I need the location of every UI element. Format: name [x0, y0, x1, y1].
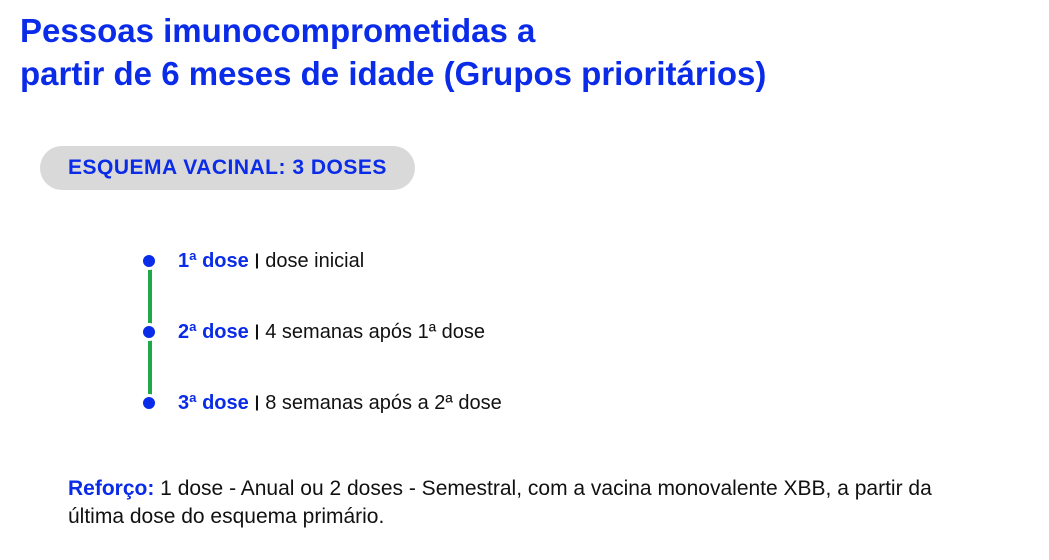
reinforcement-desc: 1 dose - Anual ou 2 doses - Semestral, c…	[68, 477, 932, 528]
reinforcement-text: Reforço: 1 dose - Anual ou 2 doses - Sem…	[68, 475, 968, 532]
reinforcement-label: Reforço:	[68, 477, 154, 500]
dose-dot-icon	[140, 323, 158, 341]
dose-description: 4 semanas após 1ª dose	[265, 321, 485, 344]
dose-dot-icon	[140, 394, 158, 412]
dose-description: dose inicial	[265, 250, 364, 273]
timeline: 1ª dose | dose inicial 2ª dose | 4 semanas ap…	[140, 250, 1029, 415]
dose-row: 2ª dose | 4 semanas após 1ª dose	[140, 321, 1029, 344]
page-title: Pessoas imunocomprometidas a partir de 6…	[20, 10, 1029, 96]
dose-separator: |	[255, 323, 259, 341]
dose-label: 1ª dose	[178, 250, 249, 273]
dose-description: 8 semanas após a 2ª dose	[265, 392, 501, 415]
title-line-1: Pessoas imunocomprometidas a	[20, 12, 535, 49]
dose-separator: |	[255, 252, 259, 270]
title-line-2: partir de 6 meses de idade (Grupos prior…	[20, 55, 766, 92]
dose-dot-icon	[140, 252, 158, 270]
dose-row: 3ª dose | 8 semanas após a 2ª dose	[140, 392, 1029, 415]
dose-separator: |	[255, 394, 259, 412]
dose-label: 2ª dose	[178, 321, 249, 344]
dose-row: 1ª dose | dose inicial	[140, 250, 1029, 273]
scheme-badge: ESQUEMA VACINAL: 3 DOSES	[40, 146, 415, 190]
dose-label: 3ª dose	[178, 392, 249, 415]
